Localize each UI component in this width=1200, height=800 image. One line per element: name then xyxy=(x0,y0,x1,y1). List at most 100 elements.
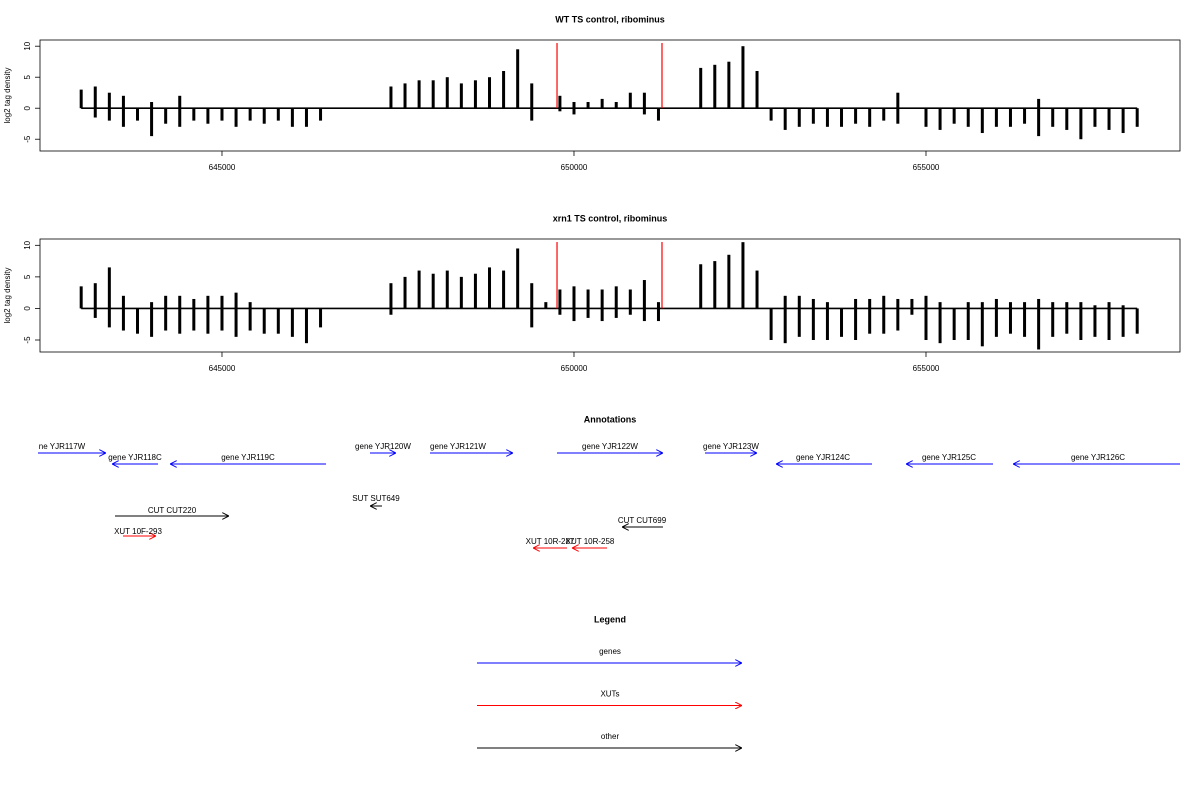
density-bar xyxy=(234,108,238,127)
density-bar xyxy=(910,308,914,315)
density-bar xyxy=(1079,108,1083,140)
density-bar xyxy=(488,267,492,309)
plot-frame xyxy=(39,238,1181,353)
y-tick-label: 10 xyxy=(23,41,32,50)
density-bar xyxy=(811,108,815,124)
feature-label: XUT 10R-287 xyxy=(526,537,575,546)
density-bar xyxy=(755,71,759,109)
x-tick-label: 650000 xyxy=(561,163,588,172)
density-bar xyxy=(248,308,252,331)
density-bar xyxy=(1051,108,1055,127)
density-bar xyxy=(389,283,393,309)
density-bar xyxy=(206,308,210,334)
density-bar xyxy=(192,108,196,121)
feature-label: ne YJR117W xyxy=(39,442,86,451)
density-bar xyxy=(868,308,872,334)
density-bar xyxy=(445,270,449,309)
density-bar xyxy=(825,302,829,309)
density-bar xyxy=(530,308,534,328)
density-bar xyxy=(628,289,632,309)
annotations-title: Annotations xyxy=(584,414,637,424)
density-bar xyxy=(783,108,787,130)
density-bar xyxy=(164,295,168,309)
density-bar xyxy=(656,302,660,309)
density-bar xyxy=(868,108,872,127)
density-bar xyxy=(192,308,196,331)
feature-label: gene YJR119C xyxy=(221,453,275,462)
density-bar xyxy=(178,295,182,309)
density-bar xyxy=(248,302,252,309)
density-bar xyxy=(755,270,759,309)
density-bar xyxy=(136,308,140,334)
density-bar xyxy=(896,298,900,309)
feature-label: gene YJR125C xyxy=(922,453,976,462)
density-bar xyxy=(1008,108,1012,127)
density-bar xyxy=(586,308,590,318)
chart-title: xrn1 TS control, ribominus xyxy=(553,213,668,223)
density-bar xyxy=(121,95,125,109)
density-bar xyxy=(1135,308,1139,334)
density-bar xyxy=(319,108,323,121)
legend-label: XUTs xyxy=(600,690,619,699)
y-tick-label: 10 xyxy=(23,240,32,249)
feature-label: gene YJR123W xyxy=(703,442,759,451)
density-bar xyxy=(107,92,111,109)
density-bar xyxy=(1065,308,1069,334)
density-bar xyxy=(403,276,407,309)
density-bar xyxy=(938,108,942,130)
density-bar xyxy=(924,308,928,341)
density-bar xyxy=(600,308,604,322)
density-bar xyxy=(656,108,660,121)
density-bar xyxy=(994,108,998,127)
density-bar xyxy=(628,308,632,315)
density-bar xyxy=(107,267,111,309)
density-bar xyxy=(713,261,717,309)
y-tick-label: -5 xyxy=(23,336,32,344)
density-bar xyxy=(994,298,998,309)
density-bar xyxy=(1037,98,1041,109)
density-bar xyxy=(896,92,900,109)
density-bar xyxy=(93,308,97,318)
density-bar xyxy=(488,77,492,109)
density-bar xyxy=(980,302,984,309)
density-bar xyxy=(445,77,449,109)
density-bar xyxy=(1037,298,1041,309)
feature-label: gene YJR126C xyxy=(1071,453,1125,462)
density-bar xyxy=(811,308,815,341)
density-bar xyxy=(1051,308,1055,337)
density-bar xyxy=(107,108,111,121)
density-bar xyxy=(121,108,125,127)
density-bar xyxy=(994,308,998,337)
density-bar xyxy=(938,302,942,309)
density-bar xyxy=(614,308,618,318)
density-bar xyxy=(164,108,168,124)
density-bar xyxy=(1121,108,1125,134)
density-bar xyxy=(459,276,463,309)
density-bar xyxy=(93,86,97,109)
density-bar xyxy=(600,98,604,109)
density-bar xyxy=(178,108,182,127)
density-bar xyxy=(558,289,562,309)
density-bar xyxy=(642,92,646,109)
feature-label: SUT SUT649 xyxy=(352,494,400,503)
density-bar xyxy=(206,108,210,124)
density-bar xyxy=(192,298,196,309)
density-bar xyxy=(840,308,844,337)
density-bar xyxy=(290,108,294,127)
density-bar xyxy=(642,308,646,322)
density-bar xyxy=(403,83,407,109)
density-bar xyxy=(642,280,646,309)
density-bar xyxy=(178,95,182,109)
density-bar xyxy=(572,102,576,109)
density-bar xyxy=(150,108,154,137)
density-bar xyxy=(966,302,970,309)
density-bar xyxy=(896,308,900,331)
legend-title: Legend xyxy=(594,614,626,624)
density-bar xyxy=(868,298,872,309)
y-tick-label: 5 xyxy=(23,74,32,79)
density-bar xyxy=(417,270,421,309)
density-bar xyxy=(783,308,787,344)
density-bar xyxy=(825,308,829,341)
feature-label: CUT CUT220 xyxy=(148,506,197,515)
feature-label: gene YJR118C xyxy=(108,453,162,462)
